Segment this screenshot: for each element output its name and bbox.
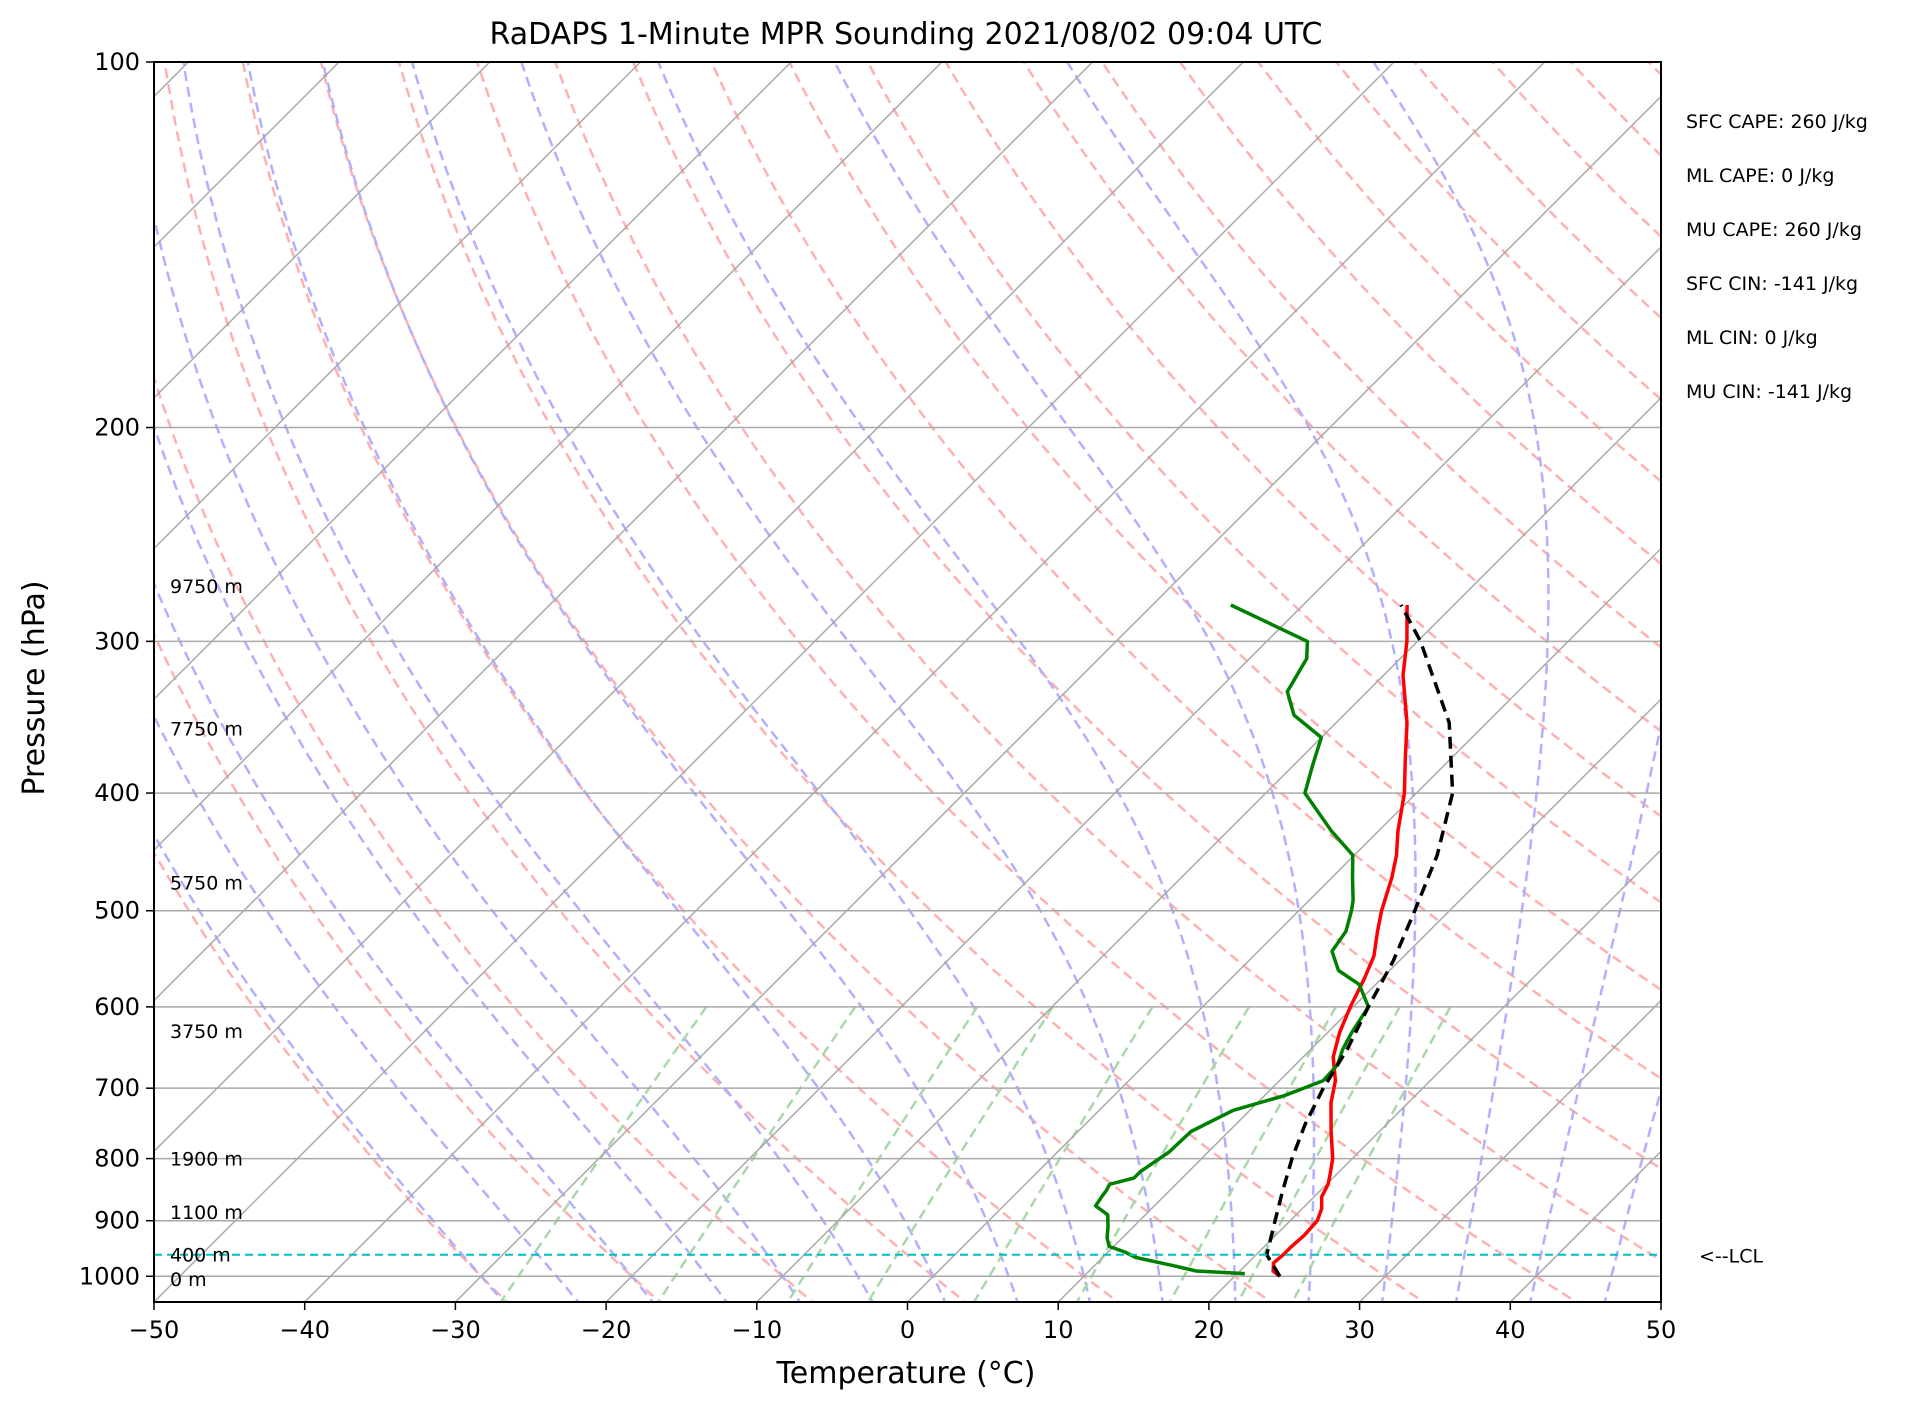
lcl-marker: <--LCL: [154, 1246, 1763, 1268]
y-tick-label: 500: [94, 897, 140, 925]
dry-adiabat-line: [241, 62, 1121, 1302]
moist-adiabat-line: [1529, 719, 1661, 1302]
isotherm-line: [1359, 999, 1661, 1302]
y-tick-label: 600: [94, 993, 140, 1021]
x-axis-title: Temperature (°C): [776, 1356, 1036, 1391]
x-tick-label: −50: [129, 1316, 180, 1344]
isotherm-line: [605, 246, 1661, 1302]
mixing-ratio-line: [786, 1006, 979, 1302]
mixing-ratio-line: [1075, 1006, 1251, 1302]
pressure-gridlines: [154, 61, 1661, 1278]
x-tick-label: 50: [1646, 1316, 1677, 1344]
moist-adiabat-line: [154, 832, 506, 1302]
dry-adiabat-line: [788, 62, 1661, 992]
y-tick-label: 700: [94, 1074, 140, 1102]
height-label: 0 m: [170, 1269, 207, 1291]
isotherm-line: [154, 62, 792, 701]
dry-adiabat-line: [154, 850, 509, 1302]
x-tick-label: 30: [1344, 1316, 1375, 1344]
dry-adiabat-line: [710, 62, 1661, 1081]
moist-adiabat-line: [154, 422, 729, 1302]
isotherm-line: [1660, 1300, 1661, 1302]
moist-adiabat-line: [246, 62, 947, 1302]
stability-index-label: MU CIN: -141 J/kg: [1686, 381, 1852, 403]
moist-adiabat-line: [321, 62, 1019, 1302]
x-tick-label: 40: [1495, 1316, 1526, 1344]
isotherm-line: [1208, 848, 1661, 1302]
y-tick-label: 400: [94, 779, 140, 807]
moist-adiabat-line: [154, 212, 802, 1302]
moist-adiabat-line: [154, 580, 655, 1302]
isotherm-line: [1057, 698, 1661, 1302]
temperature-line: [1271, 604, 1409, 1278]
background-lines: [154, 62, 1911, 1302]
y-axis-title: Pressure (hPa): [17, 580, 52, 795]
dry-adiabat-line: [154, 631, 662, 1302]
height-label: 400 m: [170, 1245, 231, 1267]
isotherm-line: [906, 547, 1661, 1302]
dry-adiabat-line: [397, 62, 1426, 1302]
mixing-ratio-line: [1236, 1006, 1401, 1302]
mixing-ratio-line: [1168, 1006, 1337, 1302]
parcel-line: [1264, 604, 1455, 1278]
dry-adiabat-line: [631, 62, 1661, 1171]
isotherm-line: [304, 62, 1546, 1302]
isotherm-line: [756, 396, 1661, 1302]
mixing-ratio-line: [1290, 1006, 1452, 1302]
isotherm-line: [154, 62, 642, 550]
x-tick-label: −30: [430, 1316, 481, 1344]
stability-index-label: MU CAPE: 260 J/kg: [1686, 219, 1862, 241]
mixing-ratio-line: [972, 1006, 1154, 1302]
x-tick-label: 0: [900, 1316, 915, 1344]
height-label: 1100 m: [170, 1202, 243, 1224]
mixing-ratio-line: [866, 1006, 1054, 1302]
moist-adiabat-line: [657, 62, 1237, 1302]
isotherm-line: [154, 62, 1395, 1302]
dry-adiabat-line: [944, 62, 1661, 818]
stability-index-label: SFC CIN: -141 J/kg: [1686, 273, 1858, 295]
stability-indices: SFC CAPE: 260 J/kg ML CAPE: 0 J/kg MU CAPE…: [1686, 111, 1868, 403]
y-tick-label: 100: [94, 48, 140, 76]
stability-index-label: ML CAPE: 0 J/kg: [1686, 165, 1834, 187]
height-label: 5750 m: [170, 873, 243, 895]
height-label: 1900 m: [170, 1149, 243, 1171]
isotherm-line: [154, 62, 1094, 1002]
stability-index-label: ML CIN: 0 J/kg: [1686, 327, 1818, 349]
y-tick-label: 1000: [79, 1262, 140, 1290]
dewpoint-line: [1093, 603, 1371, 1276]
isotherm-line: [154, 62, 1244, 1153]
lcl-label: <--LCL: [1699, 1246, 1763, 1268]
height-label: 7750 m: [170, 719, 243, 741]
sounding-profiles: [1093, 603, 1455, 1278]
x-tick-label: −20: [581, 1316, 632, 1344]
height-label: 9750 m: [170, 576, 243, 598]
x-tick-label: 10: [1043, 1316, 1074, 1344]
y-tick-label: 800: [94, 1145, 140, 1173]
y-tick-label: 200: [94, 414, 140, 442]
chart-title: RaDAPS 1-Minute MPR Sounding 2021/08/02 …: [490, 17, 1323, 52]
isotherm-line: [1812, 62, 1911, 1302]
dry-adiabat-line: [475, 62, 1579, 1302]
y-tick-label: 900: [94, 1207, 140, 1235]
x-tick-label: −40: [279, 1316, 330, 1344]
isotherm-line: [454, 95, 1661, 1302]
isotherm-line: [154, 62, 491, 399]
moist-adiabat-line: [1603, 1085, 1661, 1302]
mixing-ratio-line: [656, 1006, 857, 1302]
x-tick-label: 20: [1194, 1316, 1225, 1344]
dry-adiabat-line: [1022, 62, 1661, 733]
stability-index-label: SFC CAPE: 260 J/kg: [1686, 111, 1868, 133]
y-tick-label: 300: [94, 627, 140, 655]
isotherm-line: [1509, 1150, 1661, 1302]
isotherm-line: [154, 62, 943, 851]
dry-adiabat-line: [163, 62, 968, 1302]
height-label: 3750 m: [170, 1021, 243, 1043]
mixing-ratio-line: [499, 1006, 708, 1302]
x-tick-label: −10: [731, 1316, 782, 1344]
